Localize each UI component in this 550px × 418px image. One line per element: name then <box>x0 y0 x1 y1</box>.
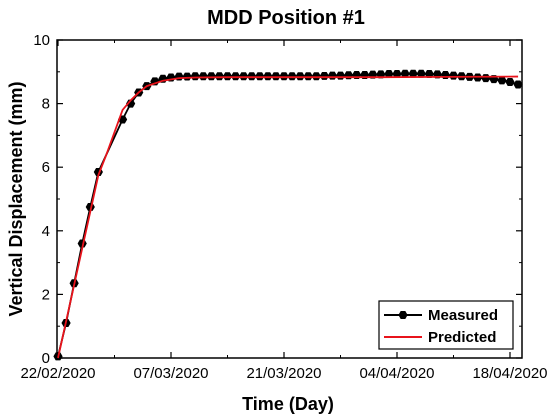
measured-point <box>295 72 305 81</box>
measured-point <box>247 72 257 81</box>
y-tick-label: 0 <box>42 350 50 367</box>
legend-measured-marker <box>398 311 408 319</box>
y-axis-ticks: 0 2 4 6 8 10 <box>33 32 522 367</box>
measured-point <box>239 72 249 81</box>
measured-point <box>126 99 136 108</box>
y-tick-label: 4 <box>42 223 50 240</box>
y-tick-label: 2 <box>42 286 50 303</box>
measured-point <box>271 72 281 81</box>
y-axis-label: Vertical Displacement (mm) <box>6 81 26 316</box>
x-tick-label: 07/03/2020 <box>133 365 208 382</box>
measured-point <box>303 72 313 81</box>
measured-point <box>400 69 410 78</box>
x-axis-ticks: 22/02/2020 07/03/2020 21/03/2020 04/04/2020… <box>20 40 548 382</box>
chart-title: MDD Position #1 <box>207 7 365 29</box>
measured-point <box>392 70 402 79</box>
predicted-line <box>57 75 519 359</box>
series-layer <box>53 69 523 361</box>
measured-point <box>497 76 507 85</box>
legend-predicted-label: Predicted <box>428 329 496 346</box>
measured-point <box>416 69 426 78</box>
measured-point <box>408 69 418 78</box>
legend-measured-label: Measured <box>428 307 498 324</box>
y-tick-label: 8 <box>42 96 50 113</box>
x-axis-label: Time (Day) <box>242 394 334 414</box>
measured-point <box>222 72 233 81</box>
measured-point <box>230 72 241 81</box>
measured-point <box>255 72 265 81</box>
measured-point <box>513 80 523 89</box>
measured-point <box>263 72 273 81</box>
measured-point <box>505 77 515 86</box>
y-tick-label: 6 <box>42 159 50 176</box>
x-tick-label: 18/04/2020 <box>472 365 547 382</box>
y-tick-label: 10 <box>33 32 50 49</box>
x-tick-label: 04/04/2020 <box>359 365 434 382</box>
x-tick-label: 21/03/2020 <box>246 365 321 382</box>
legend: Measured Predicted <box>378 300 514 350</box>
measured-point <box>279 72 289 81</box>
legend-box <box>378 300 514 350</box>
measured-point <box>214 72 225 81</box>
measured-point <box>384 70 394 79</box>
measured-point <box>311 72 321 81</box>
measured-point <box>287 72 297 81</box>
x-tick-label: 22/02/2020 <box>20 365 95 382</box>
measured-point <box>424 70 434 79</box>
